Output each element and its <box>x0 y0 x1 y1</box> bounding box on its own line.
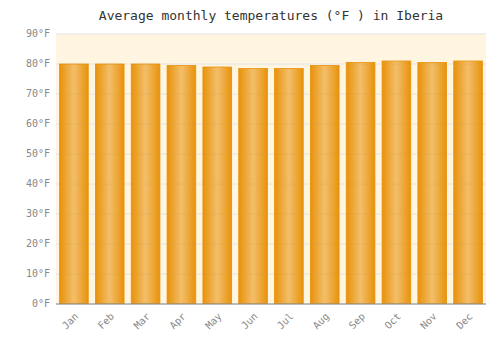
bar <box>239 69 268 305</box>
chart-svg: 0°F 10°F 20°F 30°F 40°F 50°F 60°F 70°F 80°F 90°F J… <box>0 0 500 350</box>
x-tick-label: Nov <box>418 311 439 332</box>
bar <box>60 64 89 304</box>
y-tick-label: 60°F <box>26 118 50 129</box>
y-tick-label: 20°F <box>26 238 50 249</box>
x-axis: Jan Feb Mar Apr May Jun Jul Aug Sep Oct Nov Dec <box>56 304 486 331</box>
x-tick-label: Dec <box>454 311 475 332</box>
bar <box>346 63 375 305</box>
bar <box>454 61 483 304</box>
y-tick-label: 30°F <box>26 208 50 219</box>
grid-line <box>56 34 486 35</box>
x-tick-label: Mar <box>132 311 153 332</box>
bar <box>310 66 339 305</box>
y-tick-label: 80°F <box>26 58 50 69</box>
x-tick-label: May <box>203 311 224 332</box>
bar <box>131 64 160 304</box>
x-tick-label: Apr <box>167 311 188 332</box>
bar <box>203 67 232 304</box>
x-tick-label: Jan <box>60 311 81 332</box>
y-tick-label: 10°F <box>26 268 50 279</box>
bar <box>95 64 124 304</box>
x-axis-line <box>56 304 486 305</box>
y-tick-label: 0°F <box>32 298 50 309</box>
x-tick-label: Aug <box>311 311 332 332</box>
bar <box>418 63 447 305</box>
y-tick-label: 50°F <box>26 148 50 159</box>
x-tick-label: Oct <box>382 311 403 332</box>
x-tick-label: Feb <box>96 311 117 332</box>
plot-background <box>56 34 486 304</box>
y-tick-label: 40°F <box>26 178 50 189</box>
bar <box>167 66 196 305</box>
y-axis: 0°F 10°F 20°F 30°F 40°F 50°F 60°F 70°F 80°F 90°F <box>26 28 486 309</box>
bar <box>382 61 411 304</box>
bars <box>60 61 483 304</box>
x-tick-label: Jun <box>239 311 260 332</box>
chart-title: Average monthly temperatures (°F ) in Ib… <box>99 8 443 23</box>
bar <box>275 69 304 305</box>
grid-line <box>56 304 486 305</box>
y-tick-label: 70°F <box>26 88 50 99</box>
chart-container: 0°F 10°F 20°F 30°F 40°F 50°F 60°F 70°F 80°F 90°F J… <box>0 0 500 350</box>
y-tick-label: 90°F <box>26 28 50 39</box>
x-tick-label: Jul <box>275 311 296 332</box>
x-tick-label: Sep <box>347 311 368 332</box>
